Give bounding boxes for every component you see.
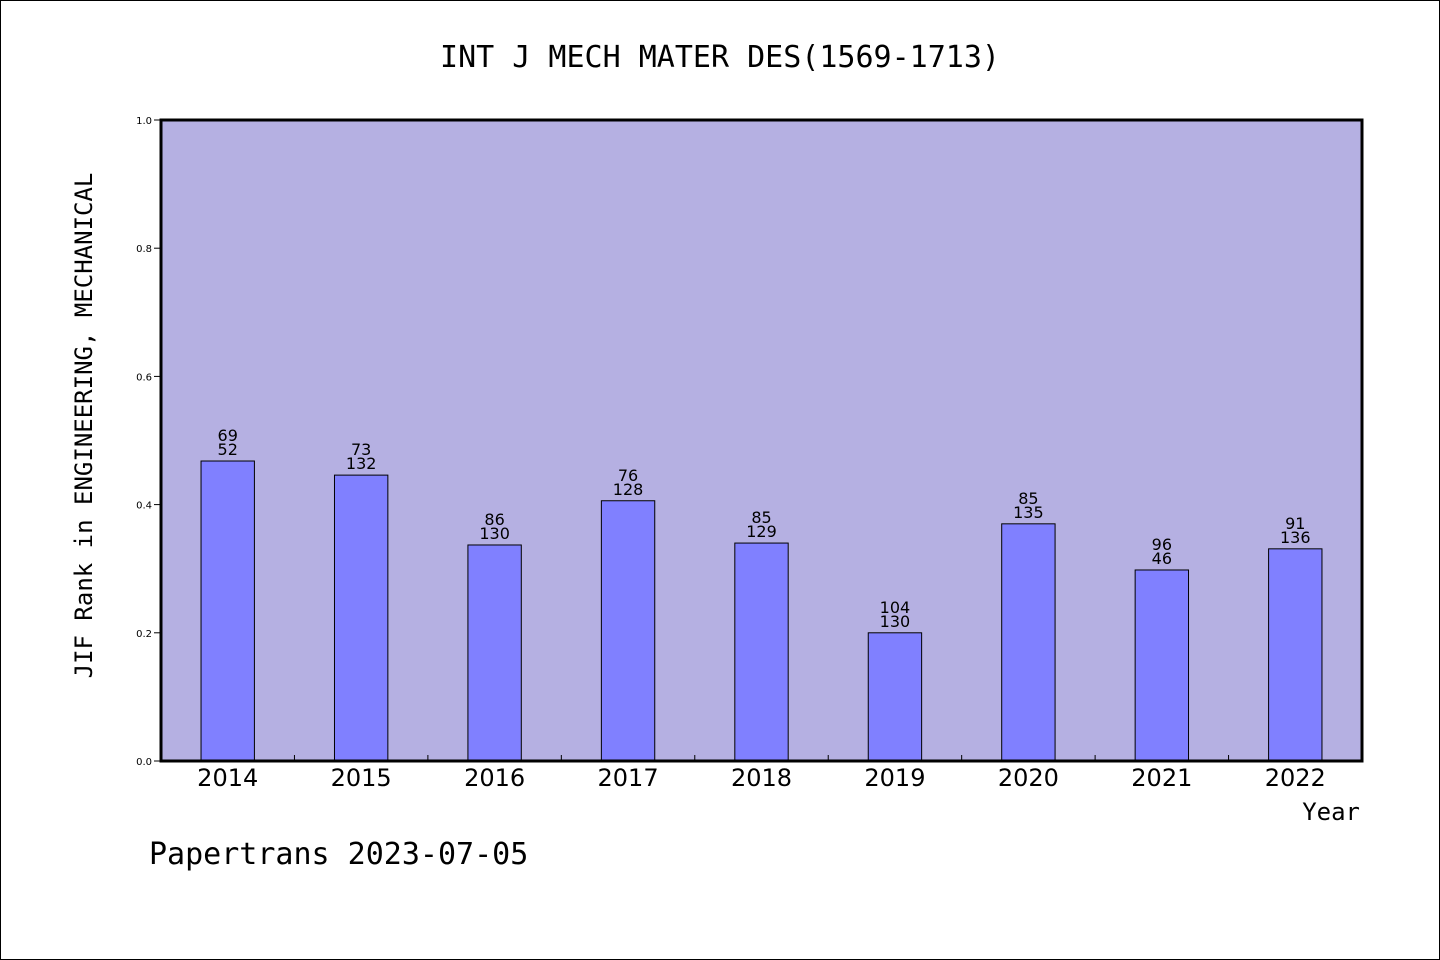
bars bbox=[200, 460, 1323, 762]
bar-2015 bbox=[333, 474, 389, 762]
y-axis-title: JIF Rank in ENGINEERING, MECHANICAL bbox=[70, 173, 98, 679]
bar-rank-label: 85 bbox=[751, 508, 771, 527]
bar-total-label: 46 bbox=[1152, 549, 1172, 568]
plot-border bbox=[159, 118, 1364, 763]
bar-2017 bbox=[600, 500, 656, 762]
bar-2019 bbox=[867, 632, 923, 762]
bar-rank-label: 76 bbox=[618, 466, 638, 485]
y-tick-label: 0.4 bbox=[136, 501, 152, 512]
y-tick-label: 1.0 bbox=[136, 116, 152, 127]
chart-title: INT J MECH MATER DES(1569-1713) bbox=[440, 40, 1000, 75]
bar-2016 bbox=[467, 544, 522, 762]
bar-2021 bbox=[1134, 569, 1190, 762]
y-tick-label: 0.8 bbox=[136, 244, 152, 255]
bar-rank-label: 69 bbox=[218, 426, 238, 445]
bar-total-label: 135 bbox=[1013, 503, 1044, 522]
x-tick-label: 2018 bbox=[731, 764, 792, 792]
x-tick-label: 2015 bbox=[331, 764, 392, 792]
y-tick-label: 0.2 bbox=[136, 629, 152, 640]
x-tick-label: 2021 bbox=[1131, 764, 1192, 792]
x-axis-title: Year bbox=[1302, 798, 1360, 826]
bar-total-label: 132 bbox=[346, 454, 377, 473]
bar-total-label: 130 bbox=[880, 612, 911, 631]
bar-total-label: 129 bbox=[746, 522, 777, 541]
bar-2022 bbox=[1268, 548, 1323, 762]
bar-rank-label: 91 bbox=[1285, 514, 1305, 533]
y-tick-label: 0.0 bbox=[136, 757, 152, 768]
bar-total-label: 130 bbox=[479, 524, 510, 543]
bar-rank-label: 85 bbox=[1018, 489, 1038, 508]
y-tick-label: 0.6 bbox=[136, 372, 152, 383]
bar-total-label: 52 bbox=[218, 440, 238, 459]
bar-2020 bbox=[1001, 523, 1056, 762]
x-tick-label: 2014 bbox=[197, 764, 258, 792]
x-tick-label: 2020 bbox=[998, 764, 1059, 792]
bar-rank-label: 96 bbox=[1152, 535, 1172, 554]
bar-total-label: 128 bbox=[613, 480, 644, 499]
bar-labels: 6952201473132201586130201676128201785129… bbox=[197, 426, 1326, 792]
x-tick-label: 2016 bbox=[464, 764, 525, 792]
x-tick-label: 2022 bbox=[1265, 764, 1326, 792]
bar-rank-label: 73 bbox=[351, 440, 371, 459]
bar-2014 bbox=[200, 460, 255, 762]
bar-total-label: 136 bbox=[1280, 528, 1311, 547]
x-tick-label: 2019 bbox=[864, 764, 925, 792]
footer-credit: Papertrans 2023-07-05 bbox=[149, 837, 528, 872]
bar-rank-label: 104 bbox=[880, 598, 911, 617]
bar-rank-label: 86 bbox=[484, 510, 504, 529]
bar-2018 bbox=[734, 542, 789, 762]
x-tick-label: 2017 bbox=[598, 764, 659, 792]
